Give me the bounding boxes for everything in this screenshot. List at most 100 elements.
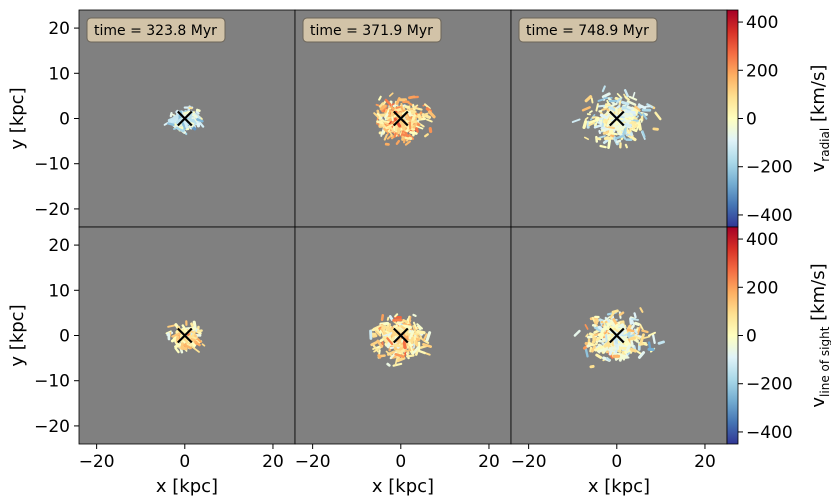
colorbar-tick-label: −400 bbox=[746, 423, 793, 443]
gas-streak bbox=[598, 135, 606, 139]
x-tick-label: 0 bbox=[611, 452, 622, 472]
gas-streak bbox=[647, 331, 657, 337]
gas-streak bbox=[607, 348, 617, 353]
gas-streak bbox=[637, 351, 646, 359]
gas-streak bbox=[623, 337, 632, 348]
gas-streak bbox=[167, 122, 175, 127]
gas-streak bbox=[629, 317, 633, 325]
gas-streak bbox=[424, 133, 429, 138]
x-axis-label: x [kpc] bbox=[372, 476, 434, 497]
gas-streak bbox=[376, 339, 383, 348]
center-marker bbox=[177, 327, 193, 344]
gas-streak bbox=[628, 95, 638, 101]
colorbar-tick-label: 0 bbox=[746, 110, 757, 130]
x-tick-label: −20 bbox=[79, 452, 115, 472]
gas-streak bbox=[621, 100, 630, 106]
gas-streak bbox=[625, 344, 631, 352]
gas-streak bbox=[612, 318, 619, 326]
gas-streak bbox=[589, 346, 593, 353]
y-tick-label: 20 bbox=[48, 236, 70, 256]
gas-streak bbox=[621, 112, 630, 118]
gas-streak bbox=[623, 341, 629, 347]
gas-streak bbox=[376, 120, 384, 125]
gas-streak bbox=[597, 332, 603, 337]
gas-streak bbox=[589, 110, 593, 114]
colorbar-tick-label: 200 bbox=[746, 278, 778, 298]
gas-streak bbox=[423, 112, 429, 116]
gas-streak bbox=[379, 104, 387, 111]
colorbar-label-units: [km/s] bbox=[808, 263, 829, 326]
center-marker bbox=[609, 327, 625, 344]
gas-streak bbox=[641, 130, 646, 138]
gas-streak bbox=[597, 325, 604, 331]
gas-streak bbox=[376, 113, 382, 120]
gas-streak bbox=[637, 111, 643, 117]
gas-streak bbox=[639, 333, 645, 344]
gas-streak bbox=[408, 134, 415, 141]
gas-streak bbox=[405, 99, 413, 106]
gas-streak bbox=[407, 127, 416, 131]
gas-streak bbox=[425, 118, 433, 123]
gas-streak bbox=[380, 119, 390, 124]
gas-streak bbox=[622, 122, 629, 127]
gas-streak bbox=[370, 340, 379, 347]
gas-streak bbox=[391, 116, 394, 122]
gas-streak bbox=[617, 353, 626, 361]
gas-streak bbox=[630, 127, 638, 133]
gas-streak bbox=[603, 316, 611, 323]
gas-streak bbox=[637, 120, 642, 131]
x-tick-label: 0 bbox=[395, 452, 406, 472]
colorbar-tick-label: −200 bbox=[746, 158, 793, 178]
y-tick-label: −10 bbox=[34, 372, 70, 392]
y-tick-label: 10 bbox=[48, 64, 70, 84]
gas-streak bbox=[591, 316, 595, 322]
gas-streak bbox=[616, 92, 622, 99]
gas-streak bbox=[174, 346, 180, 354]
gas-streak bbox=[614, 134, 625, 140]
gas-streak bbox=[389, 126, 394, 131]
gas-streak bbox=[607, 129, 614, 137]
gas-streak bbox=[196, 118, 204, 123]
gas-streak bbox=[415, 349, 419, 356]
gas-streak bbox=[606, 119, 611, 127]
gas-streak bbox=[422, 342, 433, 348]
colorbar-gradient bbox=[726, 9, 739, 228]
gas-streak bbox=[638, 104, 647, 110]
gas-streak bbox=[191, 330, 196, 337]
x-tick-label: 0 bbox=[179, 452, 190, 472]
center-marker bbox=[609, 110, 625, 127]
gas-streak bbox=[396, 328, 405, 333]
gas-streak bbox=[614, 323, 619, 328]
gas-streak bbox=[380, 314, 385, 321]
colorbar-los: 400 200 0 −200 −400 vline of sight [km/s] bbox=[726, 226, 831, 445]
gas-streak bbox=[388, 92, 394, 97]
gas-streak bbox=[395, 106, 401, 109]
time-annotation: time = 748.9 Myr bbox=[526, 23, 649, 39]
gas-streak bbox=[408, 109, 417, 114]
x-tick-label: 20 bbox=[694, 452, 716, 472]
gas-streak bbox=[169, 111, 173, 118]
gas-streak bbox=[171, 113, 176, 117]
gas-streak bbox=[411, 346, 420, 355]
gas-streak bbox=[607, 322, 612, 328]
gas-streak bbox=[182, 110, 192, 115]
gas-streak bbox=[409, 130, 418, 135]
gas-streak bbox=[584, 95, 593, 103]
gas-streak bbox=[194, 112, 201, 119]
gas-streak bbox=[188, 111, 193, 120]
gas-streak bbox=[384, 108, 388, 114]
gas-streak bbox=[415, 125, 419, 133]
gas-streak bbox=[378, 102, 384, 108]
panel-r1c2: time = 371.9 Myr bbox=[294, 9, 512, 228]
colorbar-radial: 400 200 0 −200 −400 vradial [km/s] bbox=[726, 9, 831, 228]
x-axis-label: x [kpc] bbox=[156, 476, 218, 497]
gas-streak bbox=[407, 110, 412, 117]
gas-streak bbox=[171, 332, 181, 338]
gas-streak bbox=[405, 354, 415, 358]
gas-streak bbox=[630, 340, 635, 348]
gas-streak bbox=[593, 124, 602, 129]
gas-streak bbox=[373, 346, 382, 353]
gas-streak bbox=[642, 113, 648, 120]
gas-streak bbox=[190, 112, 198, 119]
gas-streak bbox=[624, 110, 636, 114]
